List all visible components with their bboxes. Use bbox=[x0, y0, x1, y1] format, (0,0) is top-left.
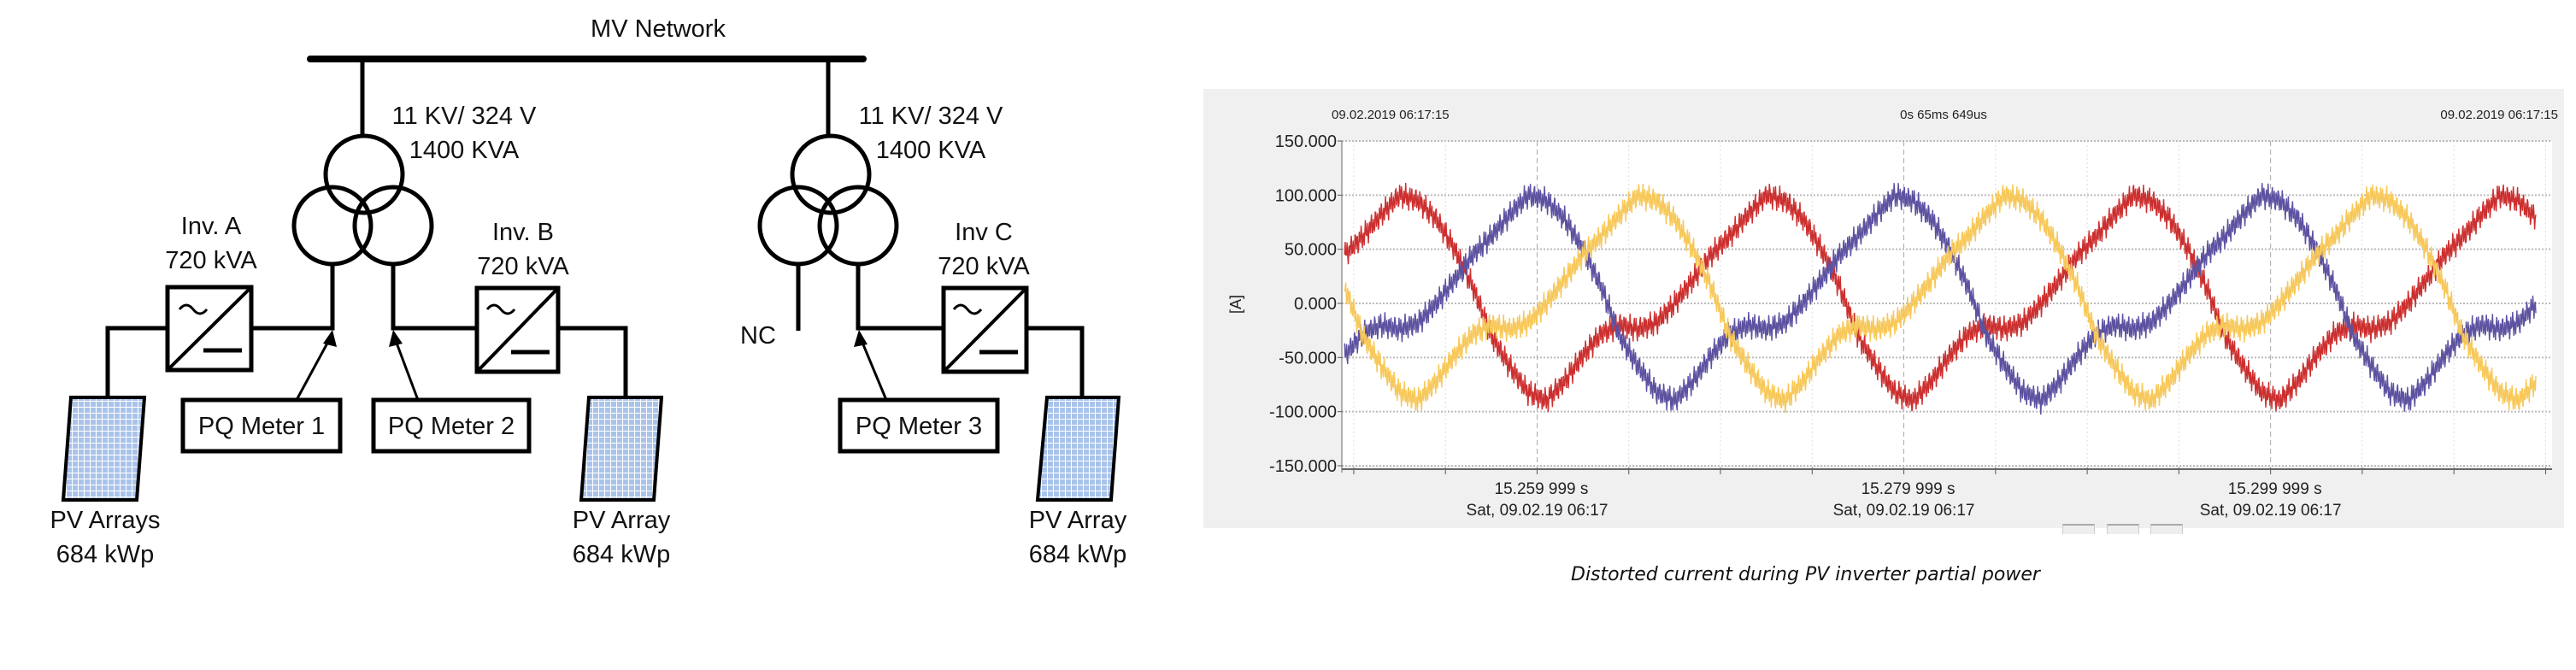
inverter-a-icon bbox=[165, 285, 254, 373]
single-line-diagram: MV Network 11 KV/ 324 V 1400 KVA 11 KV/ … bbox=[50, 15, 1127, 568]
inverter-b-name: Inv. B bbox=[492, 219, 554, 246]
current-waveform-chart: 09.02.2019 06:17:15 0s 65ms 649us 09.02.… bbox=[1227, 108, 2558, 520]
x-tick-date: Sat, 09.02.19 06:17 bbox=[1467, 502, 1609, 520]
pv-array-2-name: PV Array bbox=[573, 507, 671, 534]
header-right-timestamp: 09.02.2019 06:17:15 bbox=[2440, 108, 2558, 122]
inverter-c-icon bbox=[941, 285, 1029, 374]
y-tick-label: 150.000 bbox=[1275, 132, 1337, 151]
pv-array-1-rating: 684 kWp bbox=[56, 541, 154, 568]
transformer-1-power: 1400 KVA bbox=[409, 137, 520, 164]
y-tick-label: 50.000 bbox=[1285, 241, 1337, 260]
inverter-b-icon bbox=[474, 285, 561, 374]
phase-current-series-1 bbox=[1344, 182, 2537, 413]
transformer-2-voltage: 11 KV/ 324 V bbox=[859, 103, 1003, 130]
header-duration: 0s 65ms 649us bbox=[1900, 108, 1987, 122]
pq-meter-3-box bbox=[838, 397, 1000, 454]
transformer-2-power: 1400 KVA bbox=[876, 137, 986, 164]
phase-current-series-3 bbox=[1344, 184, 2537, 414]
inverter-a-rating: 720 kVA bbox=[165, 247, 257, 274]
phase-current-series-2 bbox=[1344, 183, 2537, 415]
inverter-a-name: Inv. A bbox=[181, 213, 242, 240]
pv-array-1-icon bbox=[61, 396, 147, 502]
y-tick-label: -50.000 bbox=[1279, 349, 1337, 367]
pq-meter-1-box bbox=[180, 397, 343, 454]
y-tick-label: 0.000 bbox=[1294, 295, 1337, 314]
y-tick-label: -100.000 bbox=[1269, 403, 1337, 422]
pq-meter-2-box bbox=[371, 397, 532, 454]
pv-array-3-rating: 684 kWp bbox=[1029, 541, 1126, 568]
y-tick-label: -150.000 bbox=[1269, 457, 1337, 476]
panel-tab-1[interactable] bbox=[2062, 524, 2095, 534]
x-tick-date: Sat, 09.02.19 06:17 bbox=[2200, 502, 2342, 520]
waveform-panel: 09.02.2019 06:17:15 0s 65ms 649us 09.02.… bbox=[1203, 89, 2564, 528]
network-label: MV Network bbox=[591, 15, 726, 43]
pv-array-2-rating: 684 kWp bbox=[573, 541, 670, 568]
x-tick-label: 15.279 999 s bbox=[1861, 480, 1956, 498]
x-tick-label: 15.259 999 s bbox=[1495, 480, 1589, 498]
nc-label: NC bbox=[740, 322, 776, 350]
x-tick-date: Sat, 09.02.19 06:17 bbox=[1833, 502, 1975, 520]
x-tick-label: 15.299 999 s bbox=[2228, 480, 2322, 498]
panel-tab-2[interactable] bbox=[2107, 524, 2139, 534]
inverter-b-rating: 720 kVA bbox=[477, 253, 569, 280]
y-axis-label: [A] bbox=[1227, 295, 1244, 314]
inverter-c-rating: 720 kVA bbox=[938, 253, 1030, 280]
pv-array-2-icon bbox=[579, 396, 664, 502]
pq-meter-2-label: PQ Meter 2 bbox=[388, 413, 515, 440]
panel-tab-3[interactable] bbox=[2150, 524, 2183, 534]
y-tick-label: 100.000 bbox=[1275, 186, 1337, 205]
pv-array-1-name: PV Arrays bbox=[50, 507, 161, 534]
pq-meter-3-label: PQ Meter 3 bbox=[856, 413, 982, 440]
transformer-1-voltage: 11 KV/ 324 V bbox=[392, 103, 537, 130]
inverter-c-name: Inv C bbox=[955, 219, 1013, 246]
pv-array-3-name: PV Array bbox=[1029, 507, 1127, 534]
pq-meter-1-label: PQ Meter 1 bbox=[198, 413, 325, 440]
meter-arrowheads bbox=[323, 330, 867, 347]
header-left-timestamp: 09.02.2019 06:17:15 bbox=[1332, 108, 1450, 122]
figure-caption: Distorted current during PV inverter par… bbox=[1571, 564, 2040, 585]
pv-array-3-icon bbox=[1035, 396, 1121, 502]
